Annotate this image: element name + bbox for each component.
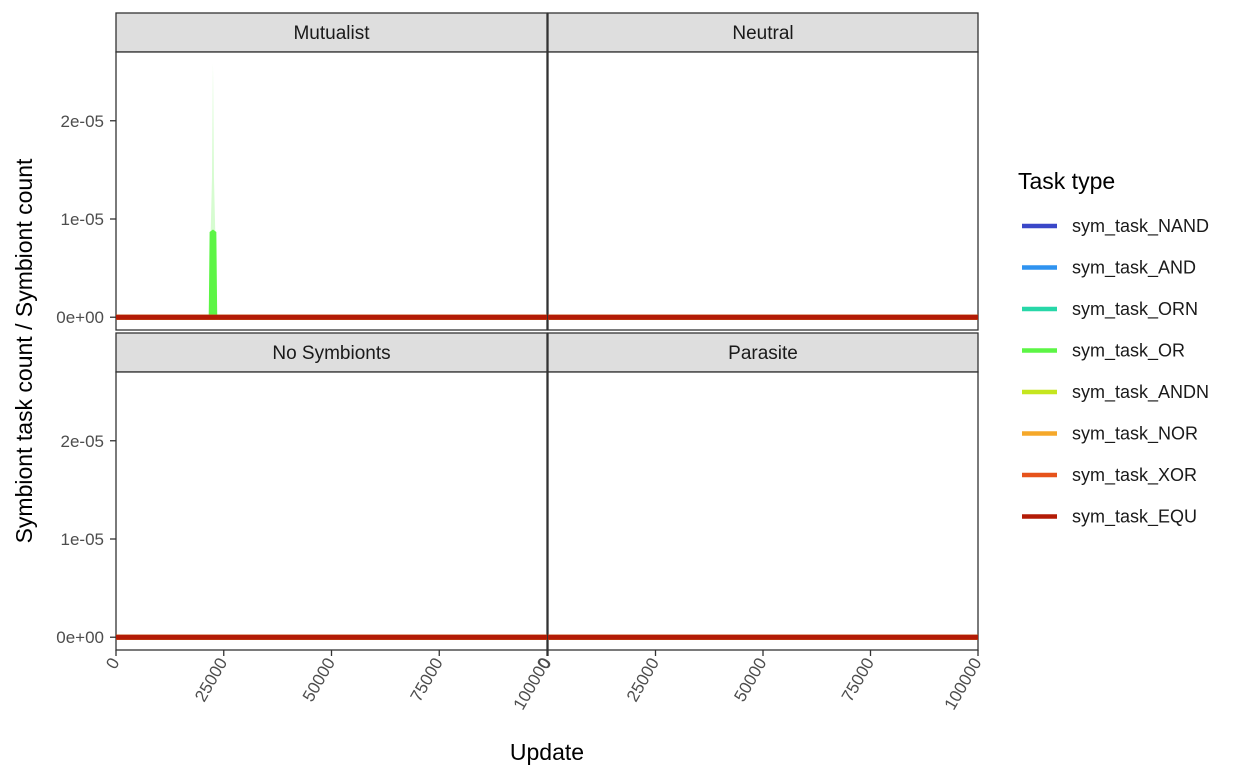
facet-panel <box>547 51 979 331</box>
legend-label: sym_task_AND <box>1072 258 1196 279</box>
facet-strip-label: No Symbionts <box>272 343 390 364</box>
legend-item-sym-task-nor: sym_task_NOR <box>1022 424 1198 445</box>
facet-strip <box>115 12 548 53</box>
legend-title: Task type <box>1018 168 1115 194</box>
facet-strip-label: Parasite <box>728 343 798 364</box>
legend-label: sym_task_NAND <box>1072 216 1209 237</box>
facet-parasite: Parasite <box>547 332 979 651</box>
facet-panel <box>115 371 548 651</box>
facet-neutral: Neutral <box>547 12 979 331</box>
legend-label: sym_task_EQU <box>1072 507 1197 528</box>
legend-label: sym_task_NOR <box>1072 424 1198 445</box>
y-tick-label: 2e-05 <box>61 112 104 131</box>
legend-item-sym-task-and: sym_task_AND <box>1022 258 1196 279</box>
legend-item-sym-task-nand: sym_task_NAND <box>1022 216 1209 237</box>
y-axis-title: Symbiont task count / Symbiont count <box>11 158 37 543</box>
x-tick-label: 50000 <box>299 655 339 705</box>
legend-item-sym-task-equ: sym_task_EQU <box>1022 507 1197 528</box>
y-tick-label: 1e-05 <box>61 530 104 549</box>
legend-item-sym-task-or: sym_task_OR <box>1022 341 1185 362</box>
legend-item-sym-task-orn: sym_task_ORN <box>1022 299 1198 320</box>
x-tick-label: 0 <box>102 655 123 673</box>
x-tick-label: 75000 <box>407 655 447 705</box>
spike-mean-line <box>208 229 218 319</box>
y-tick-label: 0e+00 <box>56 308 104 327</box>
facet-strip-label: Neutral <box>732 23 793 44</box>
x-tick-label: 25000 <box>623 655 663 705</box>
legend-item-sym-task-xor: sym_task_XOR <box>1022 465 1197 486</box>
y-tick-label: 2e-05 <box>61 432 104 451</box>
legend-label: sym_task_ORN <box>1072 299 1198 320</box>
legend-label: sym_task_OR <box>1072 341 1185 362</box>
y-tick-label: 1e-05 <box>61 210 104 229</box>
facet-strip <box>547 332 979 373</box>
facet-panel <box>547 371 979 651</box>
y-tick-label: 0e+00 <box>56 628 104 647</box>
facet-strip <box>115 332 548 373</box>
facet-mutualist: Mutualist <box>115 12 548 331</box>
x-axis-title: Update <box>510 739 584 765</box>
legend-item-sym-task-andn: sym_task_ANDN <box>1022 382 1209 403</box>
facet-strip-label: Mutualist <box>293 23 370 44</box>
x-tick-label: 75000 <box>838 655 878 705</box>
legend-label: sym_task_XOR <box>1072 465 1197 486</box>
legend: Task type sym_task_NAND sym_task_AND sym_ta… <box>1018 168 1209 528</box>
facet-panel <box>115 51 548 331</box>
facet-no-symbionts: No Symbionts <box>115 332 548 651</box>
x-tick-label: 25000 <box>191 655 231 705</box>
legend-label: sym_task_ANDN <box>1072 382 1209 403</box>
x-tick-label: 100000 <box>941 655 986 714</box>
x-tick-label: 50000 <box>730 655 770 705</box>
